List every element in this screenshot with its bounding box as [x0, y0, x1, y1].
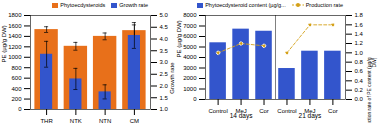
svg-text:4.0: 4.0: [160, 36, 169, 42]
svg-text:1000: 1000: [8, 54, 22, 60]
html-text:Production rate: Production rate: [305, 2, 343, 8]
svg-text:1600: 1600: [8, 23, 22, 29]
svg-text:2.0: 2.0: [160, 83, 169, 89]
svg-text:PE (µg/g DW): PE (µg/g DW): [1, 25, 7, 62]
svg-text:5.0: 5.0: [160, 12, 169, 18]
svg-text:THR: THR: [40, 118, 53, 123]
svg-text:1000: 1000: [183, 86, 197, 92]
svg-text:0.4: 0.4: [355, 78, 364, 84]
svg-text:CM: CM: [130, 118, 139, 123]
svg-text:Production rate of PE content: Production rate of PE content (µg/gDW): [366, 57, 378, 123]
svg-text:1.0: 1.0: [160, 106, 169, 112]
html-text:Phytoecdysteroid content (µg/g: Phytoecdysteroid content (µg/g...: [205, 2, 286, 8]
svg-text:0: 0: [18, 106, 22, 112]
svg-text:21 days: 21 days: [299, 112, 323, 120]
svg-text:Cor: Cor: [328, 108, 338, 114]
svg-text:1.8: 1.8: [355, 12, 364, 18]
svg-text:1200: 1200: [8, 44, 22, 50]
svg-text:Control: Control: [208, 108, 227, 114]
svg-text:NTN: NTN: [99, 118, 111, 123]
svg-text:PE (µg/g DW): PE (µg/g DW): [176, 20, 182, 57]
svg-text:1.0: 1.0: [355, 50, 364, 56]
svg-text:NTK: NTK: [70, 118, 82, 123]
svg-text:0.6: 0.6: [355, 68, 364, 74]
svg-text:400: 400: [11, 86, 22, 92]
svg-text:6000: 6000: [183, 33, 197, 39]
svg-text:14 days: 14 days: [230, 112, 254, 120]
svg-text:200: 200: [11, 96, 22, 102]
svg-text:1.6: 1.6: [355, 22, 364, 28]
svg-text:4.5: 4.5: [160, 24, 169, 30]
svg-text:3.0: 3.0: [160, 59, 169, 65]
svg-text:0: 0: [193, 96, 197, 102]
svg-text:3.5: 3.5: [160, 48, 169, 54]
svg-text:1.2: 1.2: [355, 40, 364, 46]
svg-text:Growth rate: Growth rate: [169, 62, 175, 94]
svg-text:2.5: 2.5: [160, 71, 169, 77]
svg-text:600: 600: [11, 75, 22, 81]
svg-text:800: 800: [11, 65, 22, 71]
svg-text:7000: 7000: [183, 23, 197, 29]
svg-text:Cor: Cor: [259, 108, 269, 114]
svg-text:8000: 8000: [183, 12, 197, 18]
svg-text:1.5: 1.5: [160, 95, 169, 101]
svg-text:0.8: 0.8: [355, 59, 364, 65]
svg-text:5000: 5000: [183, 44, 197, 50]
svg-text:1400: 1400: [8, 33, 22, 39]
svg-text:3000: 3000: [183, 65, 197, 71]
svg-text:0.0: 0.0: [355, 96, 364, 102]
svg-text:1800: 1800: [8, 12, 22, 18]
svg-text:2000: 2000: [183, 75, 197, 81]
svg-text:0.2: 0.2: [355, 87, 364, 93]
svg-text:4000: 4000: [183, 54, 197, 60]
svg-text:1.4: 1.4: [355, 31, 364, 37]
svg-text:Control: Control: [277, 108, 296, 114]
html-text:Growth rate: Growth rate: [119, 2, 148, 8]
html-text:Phytoecdysteroids: Phytoecdysteroids: [60, 2, 106, 8]
